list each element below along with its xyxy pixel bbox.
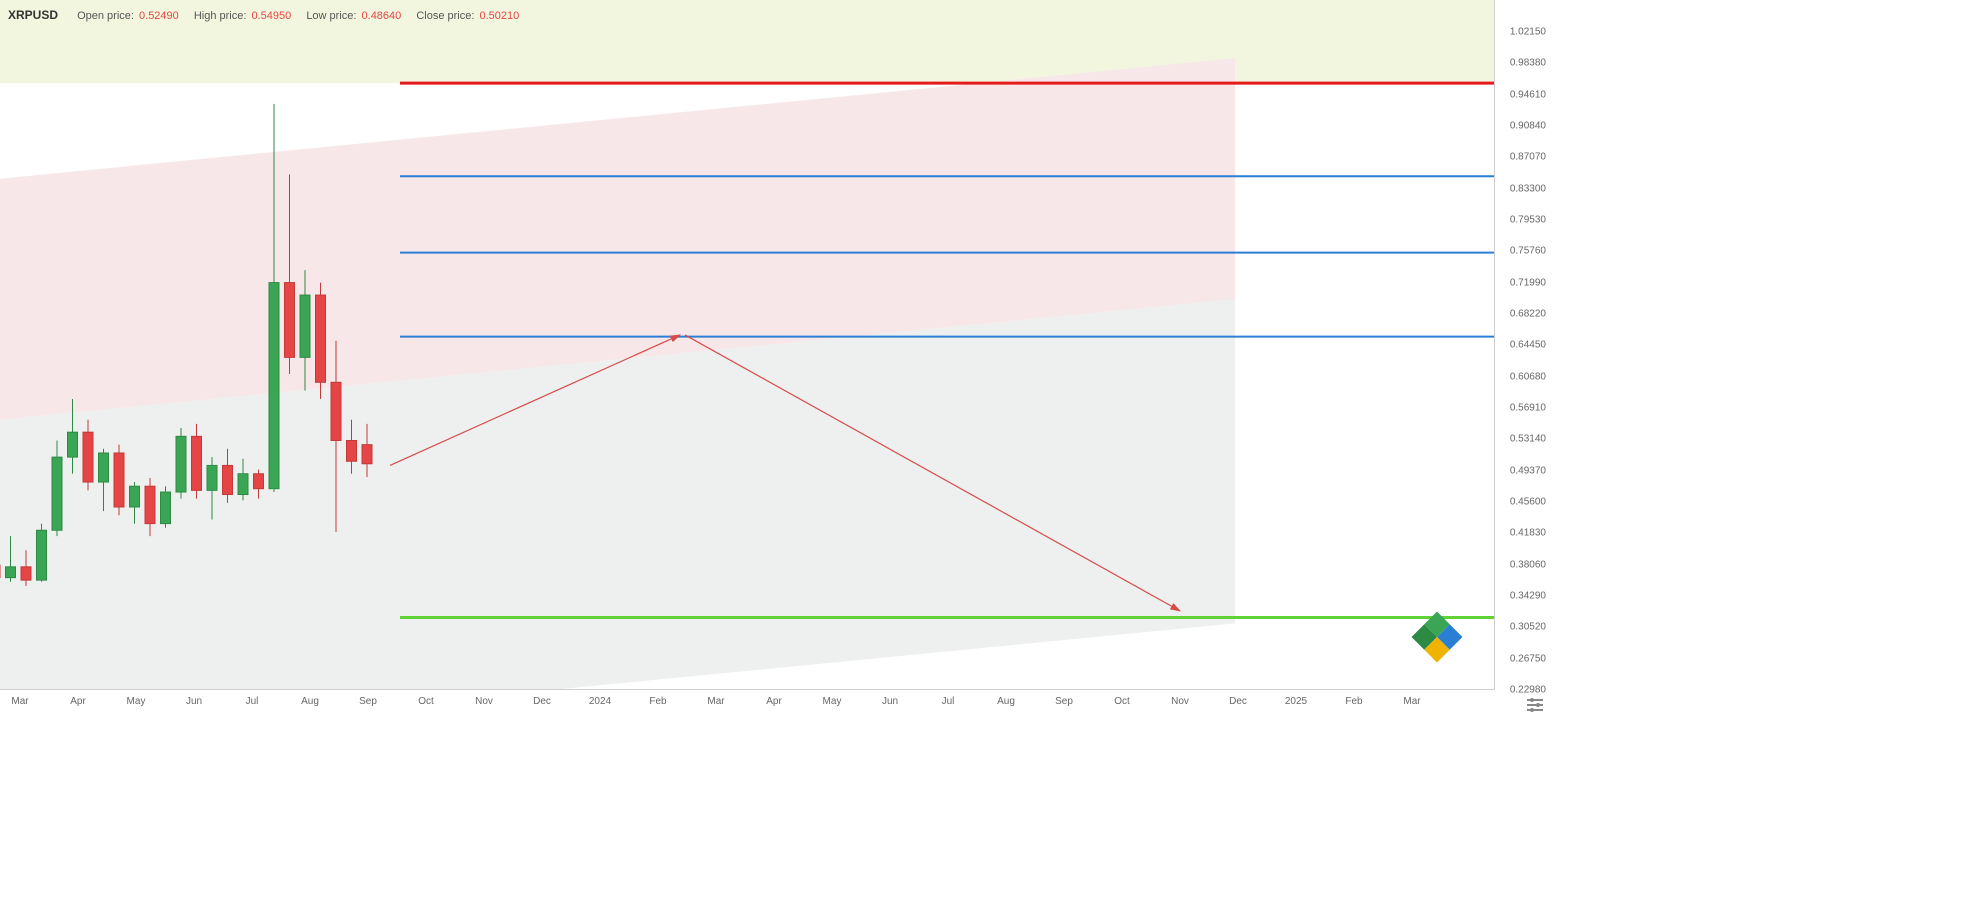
chart-svg bbox=[0, 0, 1495, 690]
symbol-label: XRPUSD bbox=[8, 8, 58, 22]
price-tick-label: 0.38060 bbox=[1510, 559, 1546, 570]
price-axis[interactable]: 1.02150 0.98380 0.94610 0.90840 0.87070 0.833… bbox=[1494, 0, 1550, 690]
time-tick-label: Aug bbox=[301, 696, 319, 707]
time-tick-label: Oct bbox=[1114, 696, 1130, 707]
time-tick-label: Mar bbox=[707, 696, 724, 707]
time-tick-label: Feb bbox=[649, 696, 666, 707]
price-tick-label: 0.45600 bbox=[1510, 496, 1546, 507]
time-tick-label: May bbox=[127, 696, 146, 707]
time-axis[interactable]: Mar Apr May Jun Jul Aug Sep Oct Nov Dec 2024 Feb Mar… bbox=[0, 689, 1495, 720]
time-tick-label: Nov bbox=[1171, 696, 1189, 707]
time-tick-label: 2025 bbox=[1285, 696, 1307, 707]
price-tick-label: 0.64450 bbox=[1510, 340, 1546, 351]
time-tick-label: Nov bbox=[475, 696, 493, 707]
time-tick-label: Dec bbox=[533, 696, 551, 707]
price-tick-label: 0.49370 bbox=[1510, 465, 1546, 476]
time-tick-label: Sep bbox=[359, 696, 377, 707]
time-tick-label: Dec bbox=[1229, 696, 1247, 707]
price-tick-label: 0.30520 bbox=[1510, 622, 1546, 633]
time-tick-label: Mar bbox=[11, 696, 28, 707]
open-value: 0.52490 bbox=[139, 10, 179, 22]
price-tick-label: 0.71990 bbox=[1510, 277, 1546, 288]
time-tick-label: Sep bbox=[1055, 696, 1073, 707]
price-tick-label: 0.87070 bbox=[1510, 152, 1546, 163]
price-tick-label: 0.94610 bbox=[1510, 89, 1546, 100]
time-tick-label: Mar bbox=[1403, 696, 1420, 707]
price-tick-label: 0.75760 bbox=[1510, 246, 1546, 257]
chart-settings-icon[interactable] bbox=[1524, 694, 1546, 716]
time-tick-label: Jun bbox=[186, 696, 202, 707]
chart-container: XRPUSD Open price: 0.52490 High price: 0… bbox=[0, 0, 1550, 720]
price-tick-label: 0.56910 bbox=[1510, 402, 1546, 413]
time-tick-label: Apr bbox=[70, 696, 86, 707]
time-tick-label: Jul bbox=[246, 696, 259, 707]
close-label: Close price: bbox=[416, 10, 474, 22]
time-tick-label: 2024 bbox=[589, 696, 611, 707]
price-tick-label: 1.02150 bbox=[1510, 26, 1546, 37]
high-value: 0.54950 bbox=[251, 10, 291, 22]
price-tick-label: 0.79530 bbox=[1510, 214, 1546, 225]
time-tick-label: Aug bbox=[997, 696, 1015, 707]
open-label: Open price: bbox=[77, 10, 134, 22]
price-tick-label: 0.26750 bbox=[1510, 653, 1546, 664]
price-tick-label: 0.90840 bbox=[1510, 120, 1546, 131]
price-tick-label: 0.53140 bbox=[1510, 434, 1546, 445]
time-tick-label: Feb bbox=[1345, 696, 1362, 707]
price-tick-label: 0.83300 bbox=[1510, 183, 1546, 194]
ohlc-info-bar: XRPUSD Open price: 0.52490 High price: 0… bbox=[8, 8, 525, 22]
time-tick-label: May bbox=[823, 696, 842, 707]
price-chart-plot[interactable] bbox=[0, 0, 1495, 690]
price-tick-label: 0.41830 bbox=[1510, 528, 1546, 539]
low-value: 0.48640 bbox=[362, 10, 402, 22]
broker-logo bbox=[1394, 594, 1480, 680]
price-tick-label: 0.68220 bbox=[1510, 308, 1546, 319]
time-tick-label: Jun bbox=[882, 696, 898, 707]
time-tick-label: Oct bbox=[418, 696, 434, 707]
time-tick-label: Apr bbox=[766, 696, 782, 707]
time-tick-label: Jul bbox=[942, 696, 955, 707]
price-tick-label: 0.60680 bbox=[1510, 371, 1546, 382]
high-label: High price: bbox=[194, 10, 247, 22]
price-tick-label: 0.98380 bbox=[1510, 58, 1546, 69]
price-tick-label: 0.34290 bbox=[1510, 590, 1546, 601]
close-value: 0.50210 bbox=[479, 10, 519, 22]
low-label: Low price: bbox=[306, 10, 356, 22]
